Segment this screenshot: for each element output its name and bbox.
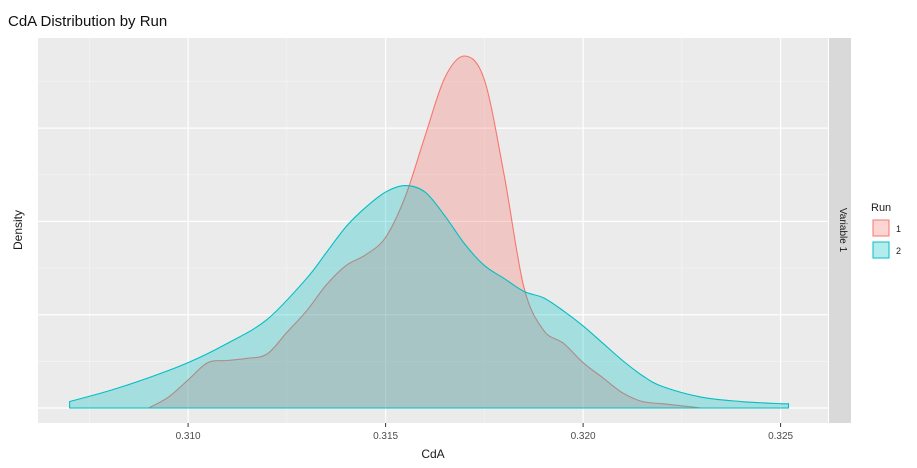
x-tick-label: 0.320: [571, 431, 596, 442]
legend: Run 1 2: [871, 202, 901, 259]
x-axis-label: CdA: [421, 447, 444, 461]
legend-label-run-2: 2: [896, 246, 901, 256]
x-tick-label: 0.310: [176, 431, 201, 442]
facet-strip: [829, 38, 851, 423]
facet-strip-label: Variable 1: [837, 208, 848, 253]
legend-label-run-1: 1: [896, 224, 901, 234]
density-series-layer: [69, 55, 790, 409]
y-axis-label: Density: [11, 210, 25, 250]
x-tick-label: 0.315: [373, 431, 398, 442]
density-area-run-1: [148, 55, 703, 409]
x-axis: 0.310 0.315 0.320 0.325: [176, 423, 794, 442]
legend-title: Run: [871, 202, 891, 214]
legend-key-run-1: [872, 219, 890, 237]
legend-swatch-run-2: [872, 241, 890, 259]
chart-title: CdA Distribution by Run: [8, 13, 167, 30]
plot-panel: [38, 38, 828, 423]
x-tick-label: 0.325: [768, 431, 793, 442]
grid-minor-lines: [38, 38, 828, 423]
density-area-run-2: [69, 185, 790, 409]
legend-key-run-2: [872, 241, 890, 259]
legend-swatch-run-1: [872, 219, 890, 237]
grid-major-lines: [38, 38, 828, 423]
